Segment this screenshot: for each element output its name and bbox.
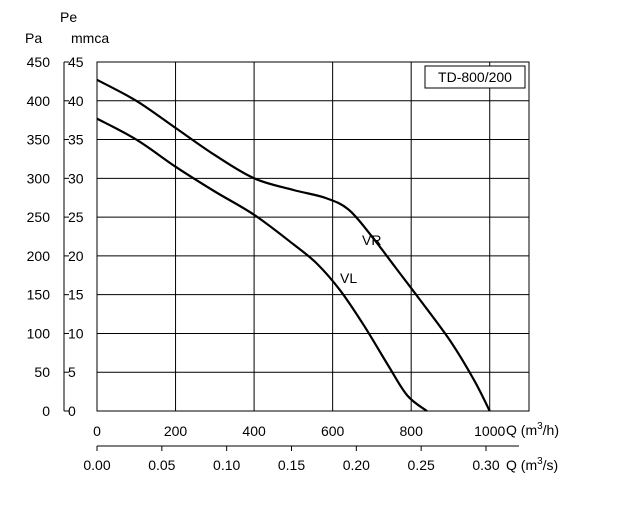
mmca-tick-label: 10 — [68, 325, 84, 341]
pa-tick-label: 350 — [27, 132, 51, 148]
m3h-tick-label: 200 — [164, 423, 188, 439]
m3h-tick-label: 1000 — [474, 423, 505, 439]
x-axis-label-m3h: Q (m3/h) — [506, 421, 559, 438]
mmca-tick-label: 40 — [68, 93, 84, 109]
grid-layer — [96, 61, 529, 412]
pa-axis-label: Pa — [25, 30, 42, 46]
mmca-tick-label: 5 — [68, 364, 76, 380]
pa-tick-label: 50 — [34, 364, 50, 380]
mmca-tick-label: 45 — [68, 54, 84, 70]
series-layer — [96, 78, 491, 412]
m3s-tick-label: 0.10 — [213, 457, 240, 473]
m3s-tick-label: 0.30 — [472, 457, 499, 473]
pa-tick-label: 450 — [27, 54, 51, 70]
title-box — [424, 65, 526, 89]
m3h-tick-label: 0 — [93, 423, 101, 439]
axis-layer: 0501001502002503003504004500510152025303… — [27, 54, 519, 473]
pa-tick-label: 150 — [27, 287, 51, 303]
m3h-tick-label: 400 — [242, 423, 266, 439]
m3s-tick-label: 0.25 — [408, 457, 435, 473]
m3s-tick-label: 0.20 — [343, 457, 370, 473]
mmca-tick-label: 15 — [68, 287, 84, 303]
pa-tick-label: 300 — [27, 170, 51, 186]
m3s-tick-label: 0.15 — [278, 457, 305, 473]
mmca-tick-label: 35 — [68, 132, 84, 148]
mmca-axis-label: mmca — [71, 30, 109, 46]
series-label-vr: VR — [362, 232, 381, 248]
m3s-tick-label: 0.00 — [83, 457, 110, 473]
plot-frame — [96, 61, 530, 412]
series-line-vl — [96, 117, 428, 412]
m3s-tick-label: 0.05 — [148, 457, 175, 473]
x-axis-label-m3s: Q (m3/s) — [506, 456, 558, 473]
m3h-tick-label: 600 — [321, 423, 345, 439]
m3h-tick-label: 800 — [400, 423, 424, 439]
pa-tick-label: 400 — [27, 93, 51, 109]
series-label-vl: VL — [340, 270, 357, 286]
chart-title: TD-800/200 — [438, 69, 512, 85]
mmca-tick-label: 30 — [68, 170, 84, 186]
mmca-tick-label: 20 — [68, 248, 84, 264]
pe-axis-label: Pe — [60, 9, 77, 25]
pa-tick-label: 0 — [42, 403, 50, 419]
mmca-tick-label: 0 — [68, 403, 76, 419]
pa-tick-label: 200 — [27, 248, 51, 264]
pa-tick-label: 250 — [27, 209, 51, 225]
pa-tick-label: 100 — [27, 325, 51, 341]
series-line-vr — [96, 78, 491, 412]
mmca-tick-label: 25 — [68, 209, 84, 225]
